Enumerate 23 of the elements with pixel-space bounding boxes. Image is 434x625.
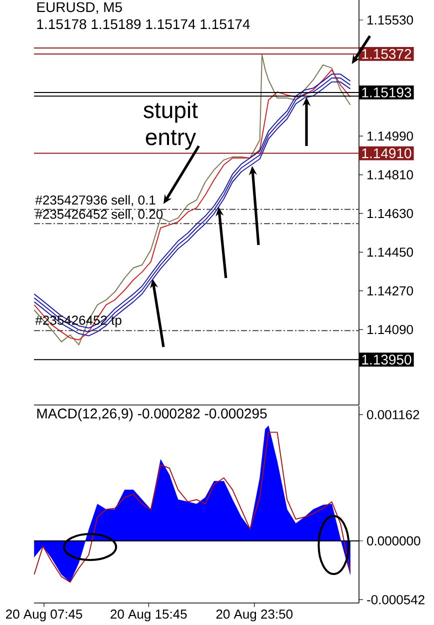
ref-line-label: #235427936 sell, 0.1 (35, 195, 156, 206)
y-tick-label: -0.000542 (367, 595, 424, 604)
y-tick-label: 1.14630 (368, 208, 413, 218)
y-tick-label: 1.15530 (368, 15, 413, 25)
ref-line-label: 1.15193 (362, 87, 412, 98)
y-tick-label: 1.14990 (368, 131, 413, 141)
y-tick-label: 1.14810 (368, 170, 413, 180)
y-tick-label: 1.14090 (368, 324, 413, 334)
x-tick-label: 20 Aug 23:50 (216, 610, 293, 622)
ref-line-label: #235426452 sell, 0.20 (35, 209, 163, 220)
ref-line-label: 1.15372 (362, 49, 412, 59)
ref-line-label: 1.13950 (362, 354, 412, 365)
x-tick-label: 20 Aug 07:45 (6, 610, 82, 622)
text: 1.15178 1.15189 1.15174 1.15174 (37, 19, 250, 30)
x-tick-label: 20 Aug 15:45 (110, 610, 187, 622)
y-tick-label: 1.14450 (368, 248, 413, 257)
chart-title: MACD(12,26,9) -0.000282 -0.000295 (37, 408, 267, 422)
chart-title: EURUSD, M5 (37, 2, 122, 14)
annotation: stupit entry (144, 101, 198, 150)
y-tick-label: 0.001162 (367, 410, 420, 420)
y-tick-label: 0.000000 (367, 536, 420, 546)
y-tick-label: 1.14270 (368, 286, 413, 296)
ref-line-label: 1.14910 (362, 148, 412, 158)
